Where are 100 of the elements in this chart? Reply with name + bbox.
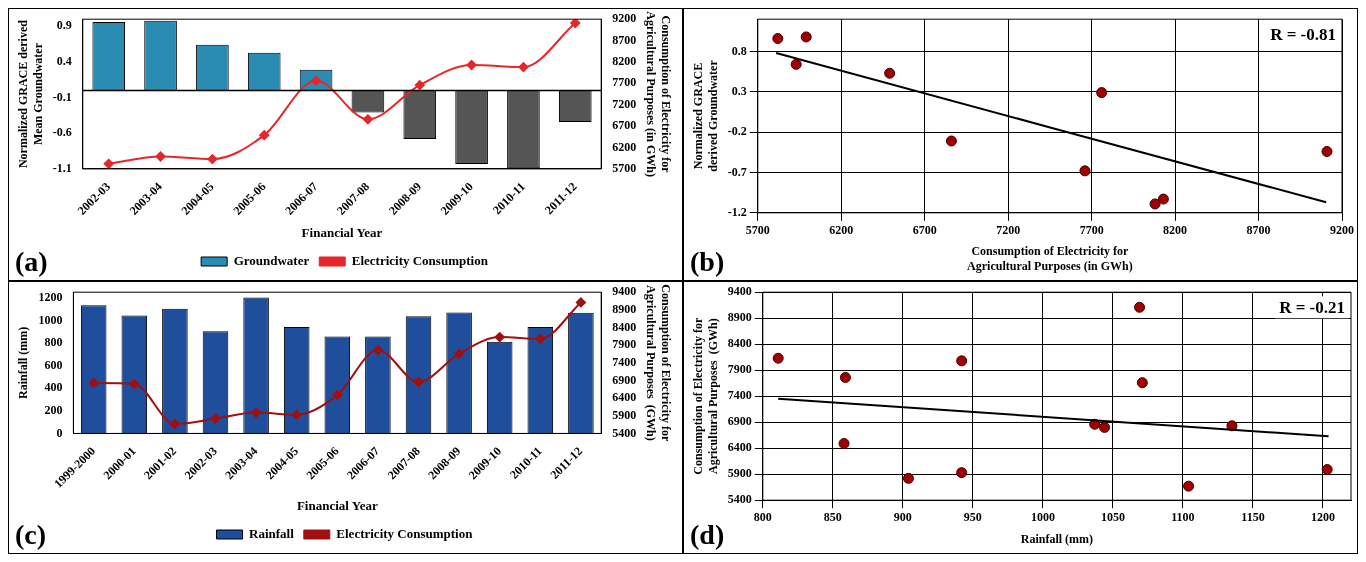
y2-tick-label: 5900 bbox=[612, 407, 637, 422]
legend-label: Electricity Consumption bbox=[336, 525, 474, 541]
x-tick-label: 9200 bbox=[1330, 223, 1354, 238]
point bbox=[956, 355, 968, 367]
annotation: R = -0.21 bbox=[1279, 298, 1345, 318]
y-tick-label: 6900 bbox=[727, 414, 752, 429]
y2-tick-label: 8700 bbox=[612, 32, 637, 47]
y2-tick-label: 6400 bbox=[612, 390, 637, 405]
y2-tick-label: 6900 bbox=[612, 372, 637, 387]
point bbox=[1079, 165, 1091, 177]
x-tick-label: 7700 bbox=[1079, 223, 1104, 238]
y-tick-label: 400 bbox=[44, 380, 63, 395]
y-tick-label: 8900 bbox=[727, 310, 752, 325]
y-tick-label: -1.1 bbox=[52, 161, 72, 176]
point bbox=[839, 371, 851, 383]
point bbox=[210, 413, 221, 424]
x-tick-label: 8200 bbox=[1163, 223, 1188, 238]
text: (b) bbox=[690, 246, 725, 278]
point bbox=[945, 135, 957, 147]
y2-tick-label: 8200 bbox=[612, 54, 637, 69]
x-tick-label: 5700 bbox=[745, 223, 770, 238]
point bbox=[129, 379, 140, 390]
point bbox=[1096, 87, 1108, 99]
y2-tick-label: 7900 bbox=[612, 337, 637, 352]
point bbox=[454, 348, 465, 359]
point bbox=[772, 352, 784, 364]
point bbox=[1183, 480, 1195, 492]
point bbox=[1136, 377, 1148, 389]
point bbox=[956, 467, 968, 479]
legend-label: Electricity Consumption bbox=[351, 252, 489, 268]
y-tick-label: -0.7 bbox=[727, 164, 747, 179]
y-tick-label: 800 bbox=[44, 335, 63, 350]
y-tick-label: 0 bbox=[56, 425, 63, 440]
y-tick-label: 5400 bbox=[727, 492, 752, 507]
point bbox=[884, 67, 896, 79]
y2-tick-label: 6200 bbox=[612, 139, 637, 154]
x-axis-title: Financial Year bbox=[301, 224, 383, 240]
y2-axis-title: Consumption of Electricity for Agricultural Purposes (GWh) bbox=[644, 284, 673, 442]
y2-tick-label: 8400 bbox=[612, 319, 637, 334]
point bbox=[494, 332, 505, 343]
x-axis-title: Rainfall (mm) bbox=[1020, 531, 1094, 546]
y2-tick-label: 5400 bbox=[612, 425, 637, 440]
x-tick-label: 1150 bbox=[1241, 510, 1265, 525]
y-tick-label: 1000 bbox=[38, 312, 63, 327]
y-tick-label: 7900 bbox=[727, 362, 752, 377]
y-axis-title: Normalized GRACE derived Groundwater bbox=[691, 59, 720, 172]
x-tick-label: 850 bbox=[823, 510, 842, 525]
point bbox=[1134, 301, 1146, 313]
y-axis-title: Consumption of Electricity for Agricultural Purposes (GWh) bbox=[691, 317, 720, 475]
point bbox=[88, 377, 99, 388]
point bbox=[155, 151, 166, 162]
y-tick-label: 9400 bbox=[727, 284, 752, 299]
y2-tick-label: 5700 bbox=[612, 161, 637, 176]
point bbox=[535, 333, 546, 344]
x-tick-label: 1100 bbox=[1171, 510, 1195, 525]
legend-label: Rainfall bbox=[249, 525, 295, 541]
point bbox=[169, 418, 180, 429]
y-tick-label: -0.6 bbox=[52, 125, 72, 140]
y2-tick-label: 7700 bbox=[612, 75, 637, 90]
point bbox=[251, 407, 262, 418]
y-tick-label: 1200 bbox=[38, 289, 63, 304]
y-tick-label: 0.8 bbox=[731, 43, 747, 58]
point bbox=[103, 158, 114, 169]
point bbox=[414, 80, 425, 91]
point bbox=[902, 472, 914, 484]
x-axis-title: Financial Year bbox=[296, 497, 378, 513]
y-tick-label: 8400 bbox=[727, 336, 752, 351]
y-tick-label: 7400 bbox=[727, 388, 752, 403]
y-tick-label: -0.1 bbox=[52, 89, 72, 104]
y2-tick-label: 8900 bbox=[612, 301, 637, 316]
x-tick-label: 6200 bbox=[829, 223, 854, 238]
point bbox=[1321, 464, 1333, 476]
y-tick-label: 0.3 bbox=[731, 83, 747, 98]
point bbox=[466, 59, 477, 70]
text: (a) bbox=[15, 246, 48, 278]
point bbox=[332, 389, 343, 400]
y-tick-label: 600 bbox=[44, 357, 63, 372]
x-tick-label: 800 bbox=[753, 510, 772, 525]
x-tick-label: 1050 bbox=[1100, 510, 1125, 525]
point bbox=[362, 114, 373, 125]
y2-tick-label: 7200 bbox=[612, 96, 637, 111]
x-tick-label: 900 bbox=[893, 510, 912, 525]
point bbox=[259, 130, 270, 141]
point bbox=[291, 409, 302, 420]
x-tick-label: 1000 bbox=[1030, 510, 1055, 525]
y2-axis-title: Consumption of Electricity for Agricultural Purposes (in GWh) bbox=[644, 11, 673, 177]
point bbox=[372, 345, 383, 356]
x-tick-label: 8700 bbox=[1246, 223, 1271, 238]
text: (d) bbox=[690, 519, 725, 551]
y-axis-title: Rainfall (mm) bbox=[16, 326, 31, 399]
point bbox=[207, 154, 218, 165]
point bbox=[838, 438, 850, 450]
y-tick-label: -0.2 bbox=[727, 124, 747, 139]
legend-label: Groundwater bbox=[233, 252, 310, 268]
x-tick-label: 6700 bbox=[912, 223, 937, 238]
point bbox=[1149, 198, 1161, 210]
x-axis-title: Consumption of Electricity for Agricultural Purposes (in GWh) bbox=[967, 244, 1133, 273]
x-tick-label: 1200 bbox=[1310, 510, 1335, 525]
point bbox=[518, 62, 529, 73]
y-tick-label: -1.2 bbox=[727, 204, 747, 219]
